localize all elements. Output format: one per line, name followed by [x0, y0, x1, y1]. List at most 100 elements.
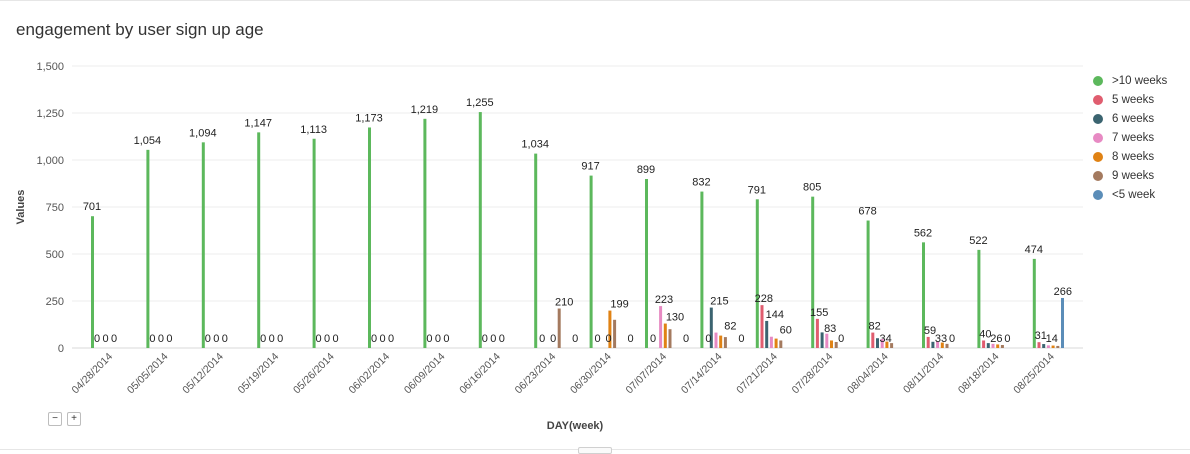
x-tick-label: 06/23/2014	[513, 351, 559, 397]
x-tick-label: 05/12/2014	[180, 351, 226, 397]
data-label: 0	[595, 333, 601, 345]
bar	[423, 118, 427, 348]
data-label: 0	[213, 333, 219, 345]
bar	[608, 310, 612, 348]
data-label: 199	[610, 299, 628, 311]
bar	[589, 175, 593, 348]
y-tick-label: 250	[46, 296, 64, 308]
data-label: 0	[277, 333, 283, 345]
data-label: 0	[388, 333, 394, 345]
data-label: 0	[102, 333, 108, 345]
y-tick-label: 1,250	[36, 108, 64, 120]
data-label: 33	[935, 333, 947, 345]
data-label: 0	[949, 333, 955, 345]
legend-label: 8 weeks	[1112, 150, 1155, 163]
data-label: 0	[379, 333, 385, 345]
bar	[709, 307, 713, 348]
data-label: 0	[443, 333, 449, 345]
data-label: 0	[683, 333, 689, 345]
bar	[714, 332, 718, 348]
legend-item[interactable]: 7 weeks	[1093, 128, 1167, 147]
bar	[663, 323, 667, 348]
legend-item[interactable]: 8 weeks	[1093, 147, 1167, 166]
legend-swatch	[1093, 132, 1103, 143]
data-label: 0	[572, 333, 578, 345]
legend-swatch	[1093, 94, 1103, 105]
bar	[922, 242, 925, 348]
data-label: 0	[1004, 333, 1010, 345]
x-tick-label: 06/30/2014	[568, 351, 614, 397]
y-tick-label: 1,500	[36, 61, 64, 73]
bar	[931, 341, 935, 348]
bar	[940, 342, 944, 348]
data-label: 562	[914, 227, 932, 239]
bar	[926, 336, 930, 348]
data-label: 0	[650, 333, 656, 345]
bar	[820, 332, 824, 348]
x-tick-label: 08/04/2014	[845, 351, 891, 397]
legend-label: 5 weeks	[1112, 93, 1155, 106]
data-label: 701	[83, 201, 101, 213]
bar	[91, 216, 94, 348]
data-label: 0	[316, 333, 322, 345]
data-label: 60	[780, 325, 792, 337]
data-label: 14	[1046, 333, 1058, 345]
legend-item[interactable]: 6 weeks	[1093, 109, 1167, 128]
bar	[769, 336, 773, 348]
x-tick-label: 07/14/2014	[679, 351, 725, 397]
data-label: 0	[426, 333, 432, 345]
legend: >10 weeks 5 weeks 6 weeks 7 weeks 8 weeks 9 w…	[1093, 71, 1167, 204]
y-tick-label: 0	[58, 343, 64, 355]
data-label: 1,054	[134, 135, 162, 147]
data-label: 34	[879, 333, 891, 345]
bar	[613, 319, 617, 348]
bar	[668, 329, 672, 348]
top-border	[0, 0, 1190, 1]
data-label: 210	[555, 297, 573, 309]
x-tick-label: 08/11/2014	[901, 351, 946, 396]
data-label: 223	[655, 294, 673, 306]
legend-swatch	[1093, 113, 1103, 124]
bar	[719, 335, 723, 348]
bar	[834, 341, 838, 348]
bar	[1032, 258, 1036, 348]
data-label: 130	[666, 312, 684, 324]
data-label: 1,034	[521, 139, 549, 151]
data-label: 83	[824, 323, 836, 335]
legend-item[interactable]: 9 weeks	[1093, 166, 1167, 185]
data-label: 155	[810, 307, 828, 319]
bar	[982, 340, 986, 348]
data-label: 0	[539, 333, 545, 345]
legend-item[interactable]: <5 week	[1093, 185, 1167, 204]
bar	[945, 343, 949, 348]
data-label: 1,147	[244, 117, 272, 129]
data-label: 805	[803, 182, 821, 194]
legend-item[interactable]: 5 weeks	[1093, 90, 1167, 109]
data-label: 0	[838, 333, 844, 345]
y-tick-label: 750	[46, 202, 64, 214]
data-label: 1,255	[466, 97, 494, 109]
data-label: 26	[990, 333, 1002, 345]
data-label: 899	[637, 164, 655, 176]
data-label: 228	[755, 293, 773, 305]
bar	[779, 340, 783, 348]
legend-item[interactable]: >10 weeks	[1093, 71, 1167, 90]
zoom-out-button[interactable]: −	[48, 412, 62, 426]
data-label: 0	[149, 333, 155, 345]
bar	[890, 343, 894, 348]
data-label: 0	[490, 333, 496, 345]
bar	[1051, 345, 1055, 348]
x-tick-label: 06/02/2014	[346, 351, 392, 397]
data-label: 522	[969, 235, 987, 247]
data-label: 0	[371, 333, 377, 345]
x-tick-label: 07/21/2014	[734, 351, 780, 397]
data-label: 1,094	[189, 127, 217, 139]
data-label: 0	[260, 333, 266, 345]
data-label: 144	[766, 309, 784, 321]
x-tick-label: 05/05/2014	[125, 351, 171, 397]
data-label: 0	[705, 333, 711, 345]
data-label: 0	[550, 333, 556, 345]
bar	[755, 199, 759, 348]
zoom-in-button[interactable]: +	[67, 412, 81, 426]
